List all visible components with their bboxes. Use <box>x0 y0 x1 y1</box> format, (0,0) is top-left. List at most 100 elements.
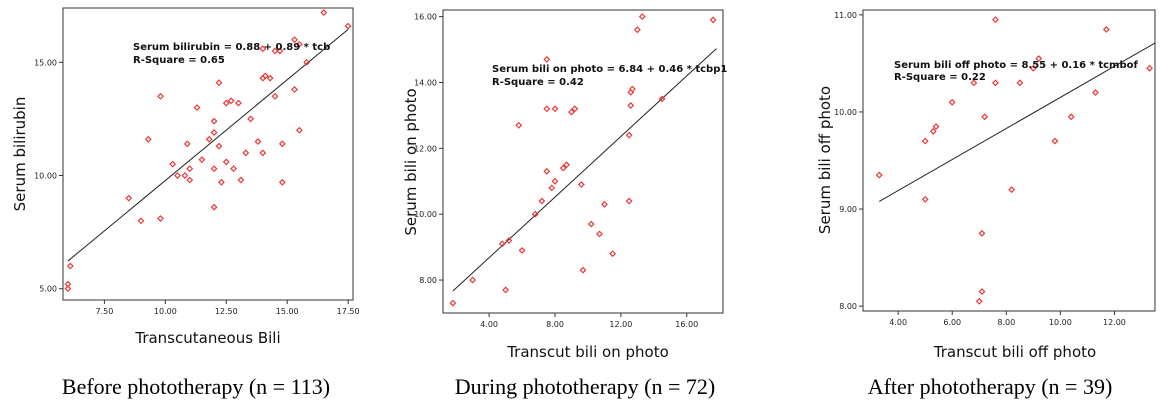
data-point <box>1016 79 1024 87</box>
x-tick-label: 4.00 <box>480 320 498 329</box>
data-point <box>502 286 510 294</box>
data-point <box>227 97 235 105</box>
x-tick-label: 8.00 <box>546 320 564 329</box>
panel-caption: After phototherapy (n = 39) <box>868 374 1113 399</box>
data-point <box>992 79 999 87</box>
data-point <box>210 165 218 173</box>
x-tick-label: 12.50 <box>215 307 238 316</box>
regression-line <box>452 48 717 292</box>
y-axis-label: Serum bili on photo <box>402 88 420 235</box>
y-tick-label: 5.00 <box>39 285 57 294</box>
x-tick-label: 6.00 <box>943 318 961 327</box>
y-axis-label: Serum bili off photo <box>816 86 834 234</box>
data-point <box>628 85 636 93</box>
equation-label: Serum bili off photo = 8.55 + 0.16 * tcm… <box>894 60 1138 71</box>
data-point <box>205 135 213 143</box>
y-tick-label: 16.00 <box>414 13 437 22</box>
data-point <box>625 197 633 205</box>
data-point <box>1035 55 1043 62</box>
data-point <box>210 117 218 125</box>
data-point <box>992 16 999 24</box>
panel-caption: Before phototherapy (n = 113) <box>62 374 330 399</box>
x-tick-label: 17.50 <box>337 307 360 316</box>
x-tick-label: 15.00 <box>276 307 299 316</box>
data-point <box>921 195 929 203</box>
data-point <box>144 135 152 143</box>
data-point <box>538 197 546 205</box>
panel-caption: During phototherapy (n = 72) <box>455 374 715 399</box>
y-tick-label: 15.00 <box>34 58 57 67</box>
data-point <box>174 172 181 179</box>
data-point <box>1092 89 1099 96</box>
data-point <box>259 149 267 157</box>
data-point <box>64 285 72 293</box>
data-point <box>563 161 570 169</box>
data-point <box>66 262 74 270</box>
data-point <box>276 47 284 55</box>
data-point <box>638 13 646 21</box>
plot-frame <box>442 9 724 314</box>
data-point <box>921 137 929 145</box>
data-point <box>247 115 255 123</box>
x-tick-label: 12.00 <box>609 320 632 329</box>
data-point <box>596 230 603 238</box>
x-tick-label: 10.00 <box>1049 318 1072 327</box>
data-point <box>709 16 717 24</box>
data-point <box>344 22 352 30</box>
data-point <box>237 176 245 184</box>
data-point <box>609 250 617 258</box>
data-point <box>261 72 269 80</box>
data-point <box>186 165 194 173</box>
x-axis-label: Transcut bili off photo <box>933 343 1096 361</box>
data-point <box>291 86 298 93</box>
data-point <box>505 237 513 244</box>
data-point <box>932 123 940 130</box>
data-point <box>303 58 311 66</box>
data-point <box>577 181 585 189</box>
data-point <box>278 140 286 148</box>
data-point <box>568 108 575 116</box>
data-point <box>970 79 978 87</box>
data-point <box>625 131 633 139</box>
panel-during: 4.00 8.00 12.00 16.00 8.00 10.00 12.00 14.00 16… <box>402 9 727 399</box>
x-tick-label: 12.00 <box>1103 318 1126 327</box>
data-point <box>137 217 145 225</box>
y-tick-label: 8.00 <box>839 302 857 311</box>
data-point <box>579 266 587 274</box>
data-point <box>320 9 328 16</box>
panel-after: 4.00 6.00 8.00 10.00 12.00 8.00 9.00 10.00 11.0… <box>816 9 1156 399</box>
data-point <box>295 126 303 134</box>
data-point <box>193 104 201 112</box>
data-point <box>271 92 279 100</box>
data-point <box>543 105 551 113</box>
data-point <box>1051 137 1059 145</box>
data-point <box>559 164 567 172</box>
x-axis-label: Transcutaneous Bili <box>134 329 280 347</box>
data-point <box>222 158 230 166</box>
panel-before: 7.50 10.00 12.50 15.00 17.50 5.0010.0015.00 … <box>11 7 360 399</box>
data-point <box>551 177 559 185</box>
data-point <box>198 156 206 164</box>
data-point <box>183 140 191 148</box>
y-axis-label: Serum bilirubin <box>11 97 29 212</box>
rsquare-label: R-Square = 0.42 <box>492 77 584 88</box>
data-point <box>498 240 506 248</box>
y-tick-label: 9.00 <box>839 205 857 214</box>
x-tick-label: 10.00 <box>154 307 177 316</box>
data-point <box>1029 64 1037 72</box>
rsquare-label: R-Square = 0.65 <box>133 55 225 66</box>
data-point <box>266 74 274 82</box>
x-tick-label: 8.00 <box>997 318 1015 327</box>
plot-frame <box>62 7 354 301</box>
data-point <box>948 98 956 106</box>
x-axis-label: Transcut bili on photo <box>506 343 669 361</box>
data-point <box>633 26 641 34</box>
data-point <box>222 99 230 107</box>
data-point <box>157 215 164 222</box>
y-tick-label: 12.00 <box>414 144 437 153</box>
regression-line <box>878 42 1156 202</box>
data-point <box>449 299 457 307</box>
data-point <box>627 102 635 109</box>
data-point <box>978 288 986 296</box>
